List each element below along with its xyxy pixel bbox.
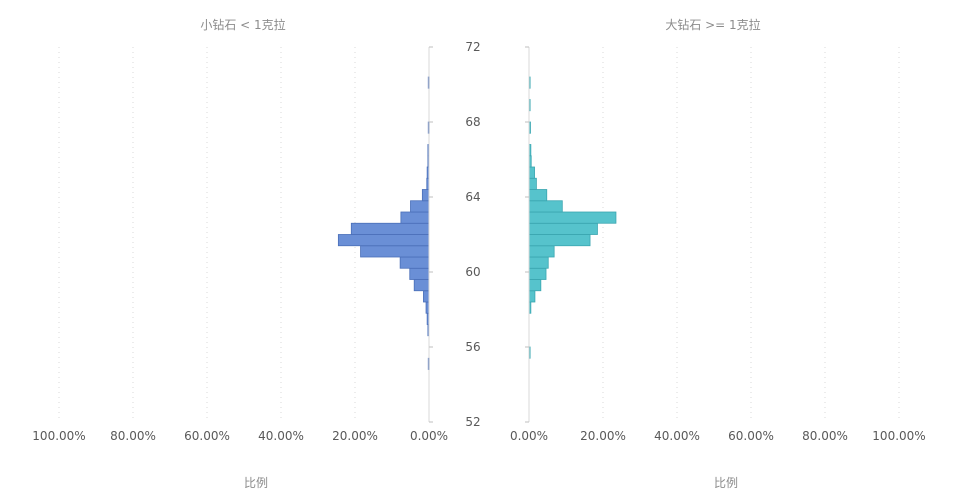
right-histogram-bar xyxy=(528,256,549,269)
right-x-tick-label: 60.00% xyxy=(728,429,774,443)
left-histogram-bar xyxy=(413,279,430,292)
y-tick-label: 52 xyxy=(465,415,480,429)
y-tick-label: 72 xyxy=(465,40,480,54)
right-x-tick-label: 20.00% xyxy=(580,429,626,443)
right-histogram-bar xyxy=(528,279,542,292)
left-x-axis-title: 比例 xyxy=(244,476,268,490)
left-x-tick-label: 40.00% xyxy=(258,429,304,443)
right-panel-title: 大钻石 >= 1克拉 xyxy=(665,17,760,32)
y-tick-label: 68 xyxy=(465,115,480,129)
right-histogram-bar xyxy=(528,200,563,213)
left-x-tick-label: 100.00% xyxy=(32,429,85,443)
left-histogram-bar xyxy=(400,211,430,224)
left-x-tick-label: 20.00% xyxy=(332,429,378,443)
right-histogram-bar xyxy=(528,222,598,235)
left-histogram-bar xyxy=(423,290,430,303)
left-histogram-bar xyxy=(360,245,430,258)
left-histogram-bar xyxy=(421,189,430,202)
right-x-tick-label: 40.00% xyxy=(654,429,700,443)
right-histogram-bar xyxy=(528,245,555,258)
left-histogram-bar xyxy=(409,267,430,280)
right-x-tick-label: 80.00% xyxy=(802,429,848,443)
right-histogram-bar xyxy=(528,267,547,280)
y-tick-label: 60 xyxy=(465,265,480,279)
right-x-tick-label: 100.00% xyxy=(872,429,925,443)
left-histogram-bar xyxy=(337,234,430,247)
axes-layer: 52 56 60 64 68 72 0.00% 0.00% 20.00% 20.00% 40.00%… xyxy=(32,40,925,443)
left-panel-title: 小钻石 < 1克拉 xyxy=(200,17,285,32)
left-x-tick-label: 0.00% xyxy=(410,429,448,443)
right-histogram-bar xyxy=(528,234,591,247)
right-x-tick-label: 0.00% xyxy=(510,429,548,443)
right-histogram-bar xyxy=(528,290,536,303)
right-histogram-bar xyxy=(528,211,617,224)
left-histogram-bar xyxy=(410,200,430,213)
right-histogram-bar xyxy=(528,189,548,202)
y-tick-label: 64 xyxy=(465,190,480,204)
left-histogram-bar xyxy=(350,222,430,235)
right-histogram-bar xyxy=(528,177,537,190)
right-x-axis-title: 比例 xyxy=(714,476,738,490)
left-x-tick-label: 80.00% xyxy=(110,429,156,443)
y-tick-label: 56 xyxy=(465,340,480,354)
right-histogram-bar xyxy=(528,166,535,179)
grid-layer xyxy=(58,47,900,422)
left-histogram-bar xyxy=(399,256,430,269)
left-x-tick-label: 60.00% xyxy=(184,429,230,443)
